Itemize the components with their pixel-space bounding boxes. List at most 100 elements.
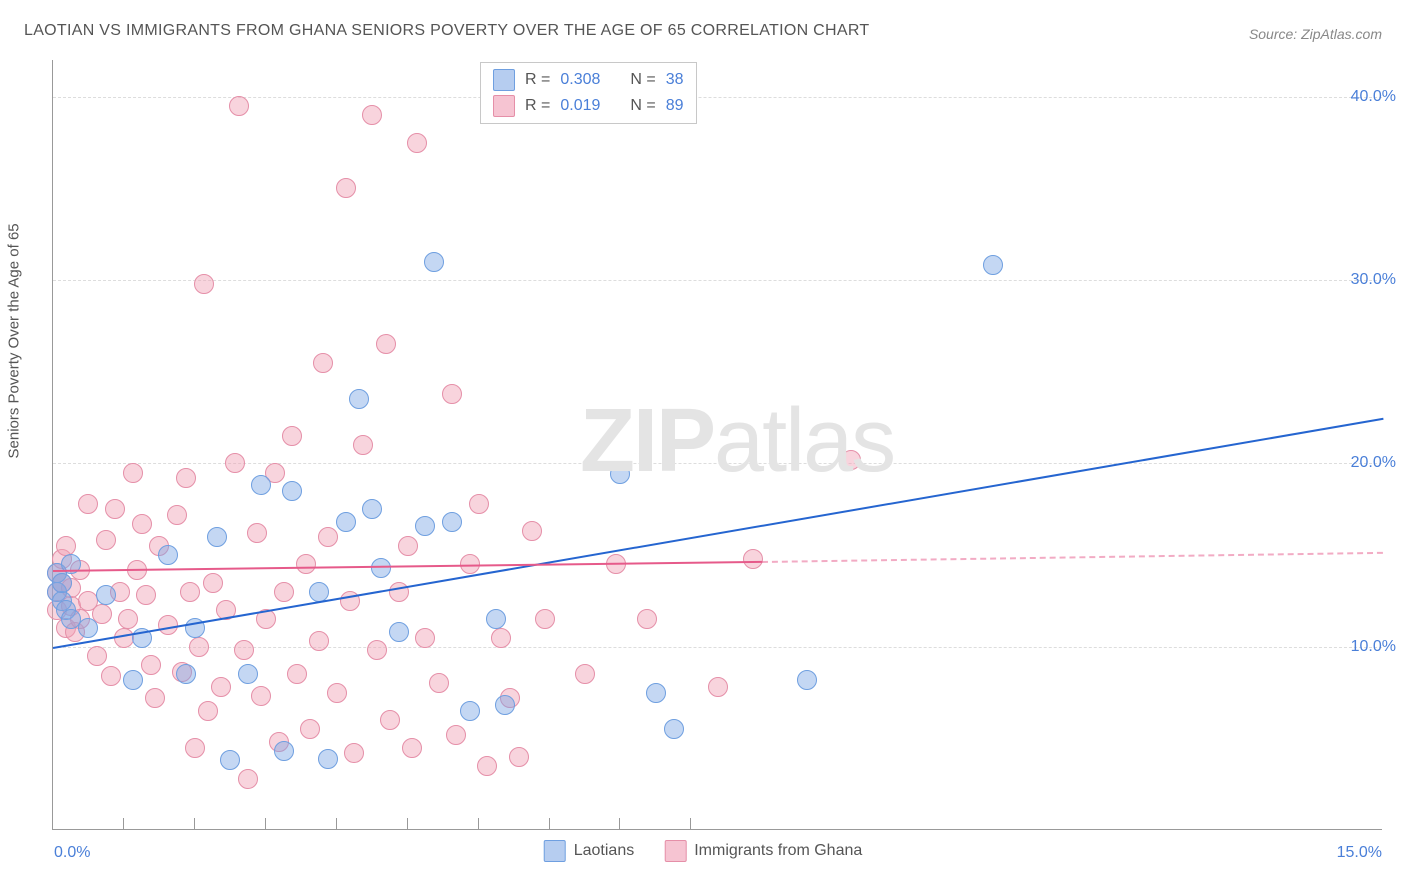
data-point	[318, 749, 338, 769]
y-axis-label: Seniors Poverty Over the Age of 65	[6, 223, 23, 458]
stat-n-value: 89	[666, 97, 684, 115]
data-point	[56, 536, 76, 556]
data-point	[353, 435, 373, 455]
data-point	[185, 738, 205, 758]
data-point	[495, 695, 515, 715]
data-point	[96, 530, 116, 550]
x-tick-max: 15.0%	[1337, 844, 1382, 862]
y-tick-label: 30.0%	[1351, 271, 1396, 289]
trend-line-extrapolated	[762, 551, 1383, 562]
data-point	[664, 719, 684, 739]
x-tick-min: 0.0%	[54, 844, 90, 862]
data-point	[362, 105, 382, 125]
stat-r-label: R =	[525, 97, 550, 115]
data-point	[229, 96, 249, 116]
x-tick	[407, 818, 408, 830]
data-point	[309, 582, 329, 602]
stat-r-value: 0.019	[560, 97, 600, 115]
data-point	[797, 670, 817, 690]
data-point	[211, 677, 231, 697]
data-point	[509, 747, 529, 767]
data-point	[225, 453, 245, 473]
data-point	[105, 499, 125, 519]
data-point	[575, 664, 595, 684]
data-point	[486, 609, 506, 629]
data-point	[491, 628, 511, 648]
legend-item: Immigrants from Ghana	[664, 840, 862, 862]
legend-swatch	[493, 69, 515, 91]
x-tick	[478, 818, 479, 830]
data-point	[336, 512, 356, 532]
source-attribution: Source: ZipAtlas.com	[1249, 26, 1382, 42]
data-point	[327, 683, 347, 703]
watermark: ZIPatlas	[580, 390, 894, 493]
data-point	[282, 481, 302, 501]
correlation-stat-box: R =0.308N =38R =0.019N =89	[480, 62, 697, 124]
data-point	[362, 499, 382, 519]
legend-swatch	[664, 840, 686, 862]
data-point	[194, 274, 214, 294]
data-point	[415, 628, 435, 648]
data-point	[274, 741, 294, 761]
data-point	[145, 688, 165, 708]
data-point	[376, 334, 396, 354]
data-point	[251, 475, 271, 495]
data-point	[743, 549, 763, 569]
legend-label: Immigrants from Ghana	[694, 842, 862, 860]
trend-line	[53, 560, 762, 571]
data-point	[646, 683, 666, 703]
data-point	[442, 384, 462, 404]
data-point	[247, 523, 267, 543]
data-point	[158, 615, 178, 635]
x-tick	[265, 818, 266, 830]
stat-row: R =0.308N =38	[493, 67, 684, 93]
data-point	[78, 618, 98, 638]
data-point	[238, 664, 258, 684]
stat-n-label: N =	[630, 97, 655, 115]
data-point	[469, 494, 489, 514]
watermark-bold: ZIP	[580, 391, 714, 491]
data-point	[158, 545, 178, 565]
data-point	[477, 756, 497, 776]
data-point	[349, 389, 369, 409]
data-point	[367, 640, 387, 660]
data-point	[180, 582, 200, 602]
y-tick-label: 40.0%	[1351, 88, 1396, 106]
data-point	[96, 585, 116, 605]
data-point	[398, 536, 418, 556]
legend-label: Laotians	[574, 842, 635, 860]
data-point	[389, 622, 409, 642]
data-point	[389, 582, 409, 602]
x-tick	[619, 818, 620, 830]
data-point	[407, 133, 427, 153]
data-point	[708, 677, 728, 697]
data-point	[203, 573, 223, 593]
stat-r-value: 0.308	[560, 71, 600, 89]
gridline	[53, 280, 1382, 281]
data-point	[238, 769, 258, 789]
data-point	[296, 554, 316, 574]
data-point	[442, 512, 462, 532]
data-point	[101, 666, 121, 686]
data-point	[220, 750, 240, 770]
data-point	[282, 426, 302, 446]
y-tick-label: 10.0%	[1351, 638, 1396, 656]
stat-r-label: R =	[525, 71, 550, 89]
data-point	[535, 609, 555, 629]
x-tick	[549, 818, 550, 830]
data-point	[118, 609, 138, 629]
data-point	[318, 527, 338, 547]
data-point	[313, 353, 333, 373]
data-point	[522, 521, 542, 541]
data-point	[234, 640, 254, 660]
data-point	[141, 655, 161, 675]
data-point	[251, 686, 271, 706]
data-point	[136, 585, 156, 605]
data-point	[189, 637, 209, 657]
legend-swatch	[493, 95, 515, 117]
data-point	[78, 494, 98, 514]
data-point	[123, 463, 143, 483]
stat-n-label: N =	[630, 71, 655, 89]
data-point	[167, 505, 187, 525]
data-point	[336, 178, 356, 198]
